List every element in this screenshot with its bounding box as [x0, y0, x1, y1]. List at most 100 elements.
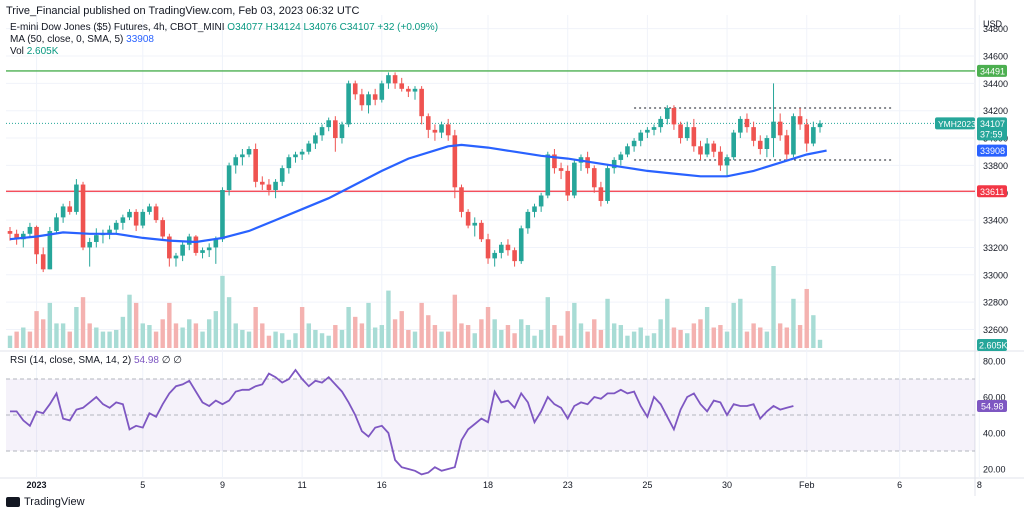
candle-body [638, 132, 644, 141]
volume-bar [87, 323, 92, 348]
currency-label: USD [983, 19, 1003, 29]
rsi-tick-label: 60.00 [983, 393, 1006, 403]
volume-bar [585, 331, 590, 348]
volume-bar [246, 331, 252, 348]
price-tick-label: 33800 [983, 161, 1008, 171]
candle-body [14, 233, 19, 240]
volume-bar [359, 323, 365, 348]
tradingview-logo-icon [6, 497, 20, 507]
candle-body [764, 138, 770, 149]
time-tick-label: 18 [483, 480, 493, 490]
candle-body [326, 120, 331, 128]
volume-bar [21, 327, 26, 348]
volume-bar [419, 302, 424, 348]
candle-body [167, 236, 172, 259]
volume-bar [804, 288, 809, 348]
volume-bar [784, 327, 790, 348]
candle-body [645, 129, 650, 133]
rsi-legend[interactable]: RSI (14, close, SMA, 14, 2) 54.98 ∅ ∅ [10, 355, 182, 366]
volume-bar [605, 298, 610, 348]
volume-bar [100, 331, 106, 348]
candle-body [94, 235, 99, 242]
candle-body [193, 236, 199, 253]
rsi-legend-extra: ∅ ∅ [161, 355, 182, 366]
candle-body [804, 124, 810, 144]
volume-bar [625, 335, 630, 348]
tradingview-brand[interactable]: TradingView [6, 496, 85, 508]
volume-bar [685, 333, 690, 348]
volume-bar [572, 302, 577, 348]
candle-body [525, 211, 531, 229]
volume-bar [492, 319, 497, 348]
volume-bar [565, 311, 570, 348]
ma-axis-label: 33908 [980, 146, 1005, 156]
candle-body [664, 107, 670, 119]
time-tick-label: 6 [897, 480, 902, 490]
volume-bar [27, 331, 33, 348]
candle-body [572, 162, 577, 196]
rsi-line [10, 368, 794, 476]
rsi-legend-label: RSI (14, close, SMA, 14, 2) [10, 355, 132, 366]
volume-bar [366, 302, 371, 348]
current-price-label: 34107 [980, 119, 1005, 129]
volume-bar [273, 331, 278, 348]
volume-bar [114, 329, 119, 348]
candle-body [704, 143, 710, 155]
volume-bar [598, 329, 604, 348]
candle-body [472, 222, 478, 226]
volume-bar [665, 298, 670, 348]
rsi-tick-label: 80.00 [983, 357, 1006, 367]
volume-bar [406, 329, 411, 348]
volume-bar [14, 331, 19, 348]
rsi-axis-label-bg [977, 400, 1007, 413]
price-tick-label: 32600 [983, 325, 1008, 335]
candle-body [757, 140, 763, 149]
volume-bar [738, 298, 743, 348]
candle-body [54, 217, 59, 232]
candle-body [299, 151, 305, 155]
candle-body [127, 211, 132, 218]
volume-bar [432, 325, 438, 348]
candle-body [465, 211, 471, 226]
candle-body [200, 250, 205, 253]
candle-body [339, 124, 345, 139]
volume-bar [40, 319, 46, 348]
price-tick-label: 33000 [983, 270, 1008, 280]
symbol-tag: YMH2023 [938, 119, 976, 129]
volume-bar [293, 333, 298, 348]
time-tick-label: 5 [140, 480, 145, 490]
volume-bar [744, 331, 750, 348]
candle-body [724, 157, 730, 166]
volume-bar [34, 311, 39, 348]
candle-body [147, 206, 152, 212]
ma-legend[interactable]: MA (50, close, 0, SMA, 5) 33908 [10, 34, 154, 45]
volume-bar [306, 323, 311, 348]
volume-bar [412, 331, 418, 348]
candle-body [266, 184, 272, 191]
volume-bar [764, 331, 770, 348]
volume-bar [698, 319, 703, 348]
volume-legend[interactable]: Vol 2.605K [10, 46, 58, 57]
volume-bar [379, 325, 385, 348]
candle-body [658, 118, 663, 128]
volume-bar [147, 325, 152, 348]
volume-bar [240, 329, 245, 348]
ma-axis-label-bg [977, 144, 1007, 157]
volume-bar [479, 319, 484, 348]
candle-body [319, 127, 325, 136]
candle-body [313, 135, 318, 144]
volume-bar [120, 316, 126, 348]
volume-bar [392, 319, 398, 348]
candle-body [751, 127, 756, 141]
volume-bar [631, 331, 637, 348]
candle-body [432, 129, 438, 133]
volume-bar [107, 331, 112, 348]
candle-body [651, 127, 657, 130]
volume-bar [638, 327, 643, 348]
volume-bar [426, 315, 431, 348]
candle-body [505, 244, 511, 251]
volume-bar [558, 335, 564, 348]
volume-bar [618, 325, 624, 348]
candle-body [246, 149, 252, 155]
